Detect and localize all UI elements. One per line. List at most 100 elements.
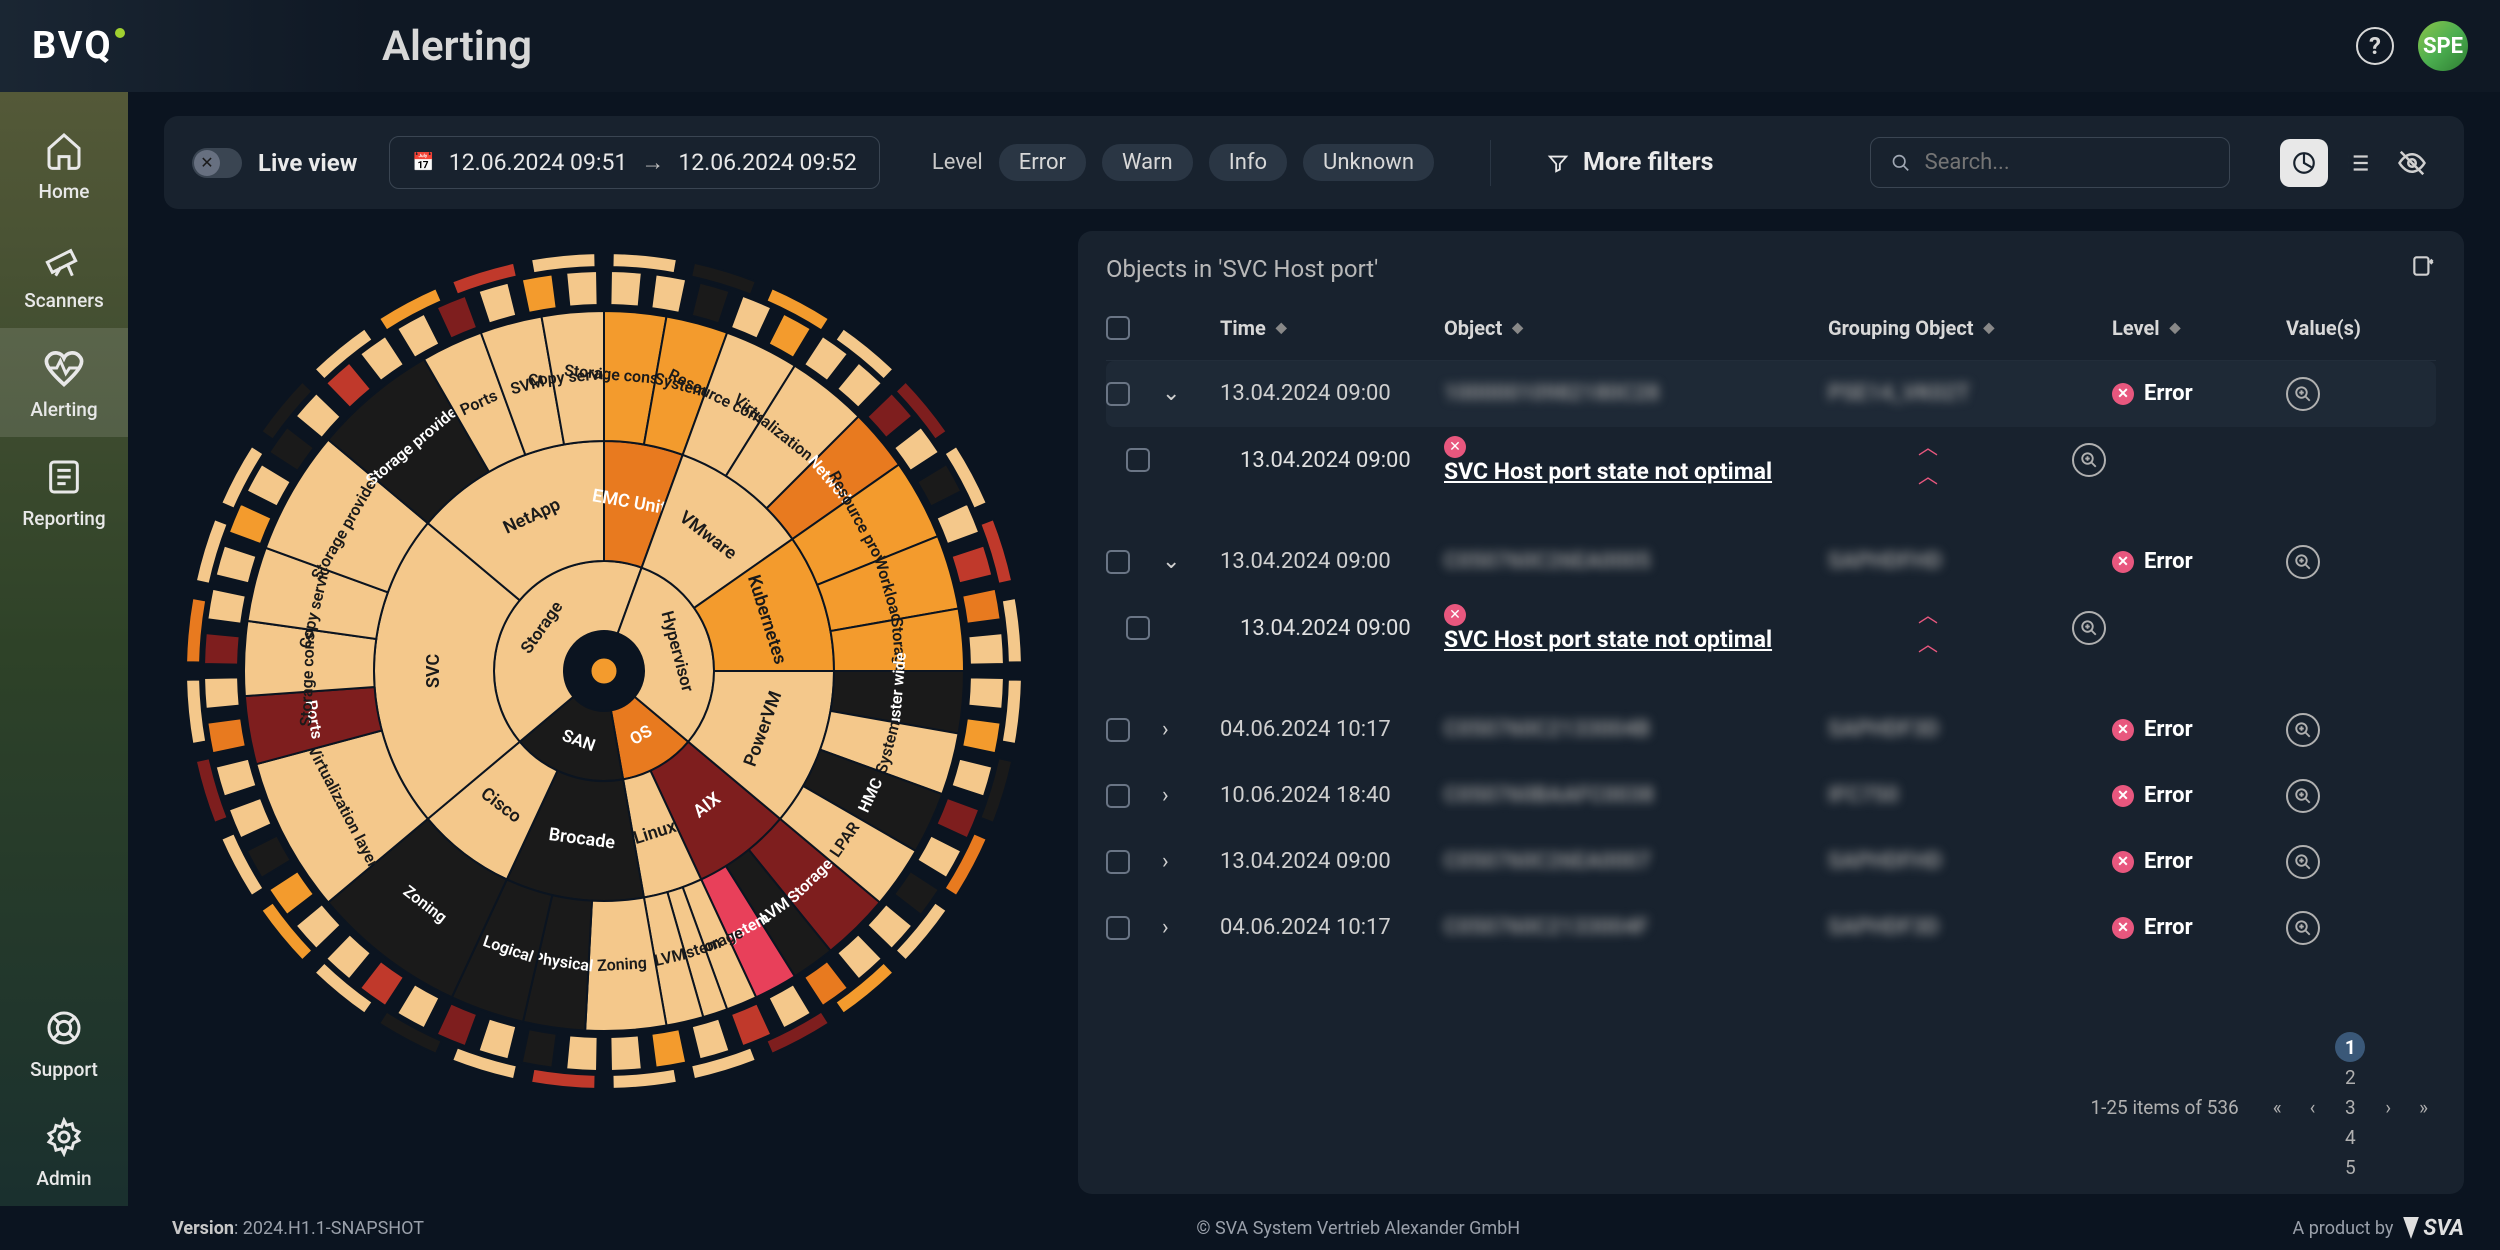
col-object[interactable]: Object◆	[1444, 316, 1824, 340]
cell-time: 10.06.2024 18:40	[1220, 783, 1440, 808]
col-time[interactable]: Time◆	[1220, 316, 1440, 340]
view-chart-button[interactable]	[2280, 139, 2328, 187]
row-checkbox[interactable]	[1106, 784, 1130, 808]
sidebar-item-label: Reporting	[22, 507, 105, 530]
cell-group: IFC750	[1828, 783, 2108, 808]
table-title: Objects in 'SVC Host port'	[1106, 255, 1378, 283]
export-icon[interactable]	[2410, 253, 2436, 285]
zoom-icon[interactable]	[2286, 911, 2320, 945]
chevron-down-icon[interactable]: ⌄	[1162, 549, 1180, 574]
row-checkbox[interactable]	[1106, 850, 1130, 874]
zoom-icon[interactable]	[2072, 443, 2106, 477]
zoom-icon[interactable]	[2286, 713, 2320, 747]
cell-group: SAPHDF3D	[1828, 717, 2108, 742]
level-pill-info[interactable]: Info	[1209, 144, 1287, 181]
logo: BVQ	[32, 24, 125, 68]
row-checkbox[interactable]	[1126, 448, 1150, 472]
alerts-grid: Time◆ Object◆ Grouping Object◆ Level◆ Va…	[1106, 295, 2436, 1022]
sidebar-item-home[interactable]: Home	[0, 110, 128, 219]
table-row[interactable]: › 04.06.2024 10:17 C050760C2133004F SAPH…	[1106, 895, 2436, 961]
chevron-down-icon[interactable]: ⌄	[1162, 381, 1180, 406]
table-row[interactable]: › 10.06.2024 18:40 C050760BAAFC0038 IFC7…	[1106, 763, 2436, 829]
cell-time: 04.06.2024 10:17	[1220, 915, 1440, 940]
view-hidden-button[interactable]	[2388, 139, 2436, 187]
live-view-toggle[interactable]: ✕	[192, 148, 242, 178]
sidebar-item-alerting[interactable]: Alerting	[0, 328, 128, 437]
pagination: 1-25 items of 536 « ‹ 12345 › »	[1106, 1022, 2436, 1182]
sva-logo: SVA	[2403, 1216, 2464, 1241]
filter-icon	[1547, 152, 1569, 174]
row-checkbox[interactable]	[1106, 718, 1130, 742]
table-row[interactable]: › 04.06.2024 10:17 C050760C2133004B SAPH…	[1106, 697, 2436, 763]
sidebar-item-label: Scanners	[24, 289, 104, 312]
page-last[interactable]: »	[2411, 1092, 2436, 1123]
avatar[interactable]: SPE	[2418, 21, 2468, 71]
cell-time: 04.06.2024 10:17	[1220, 717, 1440, 742]
cell-link: ✕SVC Host port state not optimal	[1444, 436, 1914, 485]
telescope-icon	[42, 237, 86, 281]
page-number[interactable]: 4	[2335, 1122, 2365, 1152]
svg-text:Zoning: Zoning	[597, 953, 648, 975]
cell-time: 13.04.2024 09:00	[1240, 448, 1440, 473]
page-number[interactable]: 5	[2335, 1152, 2365, 1182]
date-range-picker[interactable]: 📅 12.06.2024 09:51 → 12.06.2024 09:52	[389, 136, 879, 189]
zoom-icon[interactable]	[2286, 779, 2320, 813]
page-number[interactable]: 2	[2335, 1062, 2365, 1092]
alert-link[interactable]: SVC Host port state not optimal	[1444, 626, 1772, 653]
zoom-icon[interactable]	[2286, 845, 2320, 879]
live-view-label: Live view	[258, 149, 357, 177]
zoom-icon[interactable]	[2286, 545, 2320, 579]
sunburst-chart[interactable]: OSSANStorageHypervisorAIXLinuxBrocadeCis…	[164, 231, 1044, 1194]
page-next[interactable]: ›	[2377, 1092, 2399, 1123]
sidebar-item-reporting[interactable]: Reporting	[0, 437, 128, 546]
cell-object: C050760C26EA0005	[1444, 549, 1824, 574]
col-grouping[interactable]: Grouping Object◆	[1828, 316, 2108, 340]
priority-up-icon: ︿︿	[1918, 603, 1934, 656]
date-to: 12.06.2024 09:52	[678, 149, 857, 176]
page-summary: 1-25 items of 536	[2090, 1096, 2238, 1119]
sidebar-item-label: Admin	[36, 1167, 91, 1190]
page-number[interactable]: 3	[2335, 1092, 2365, 1122]
cell-level: ✕Error	[2112, 549, 2282, 574]
zoom-icon[interactable]	[2286, 377, 2320, 411]
table-row[interactable]: ⌄ 13.04.2024 09:00 C050760C26EA0005 SAPH…	[1106, 529, 2436, 595]
sidebar-item-admin[interactable]: Admin	[0, 1097, 128, 1206]
level-pill-warn[interactable]: Warn	[1102, 144, 1193, 181]
help-icon[interactable]: ?	[2356, 27, 2394, 65]
zoom-icon[interactable]	[2072, 611, 2106, 645]
page-first[interactable]: «	[2265, 1092, 2290, 1123]
checkbox-all[interactable]	[1106, 316, 1130, 340]
page-prev[interactable]: ‹	[2302, 1092, 2324, 1123]
level-pill-error[interactable]: Error	[999, 144, 1086, 181]
chevron-right-icon[interactable]: ›	[1162, 717, 1169, 742]
chevron-right-icon[interactable]: ›	[1162, 849, 1169, 874]
cell-level: ✕Error	[2112, 915, 2282, 940]
sidebar-item-scanners[interactable]: Scanners	[0, 219, 128, 328]
chevron-right-icon[interactable]: ›	[1162, 915, 1169, 940]
row-checkbox[interactable]	[1106, 550, 1130, 574]
chevron-right-icon[interactable]: ›	[1162, 783, 1169, 808]
table-row[interactable]: ⌄ 13.04.2024 09:00 10000010982180C28 PSE…	[1106, 361, 2436, 427]
search-box[interactable]	[1870, 137, 2230, 188]
col-level[interactable]: Level◆	[2112, 316, 2282, 340]
report-icon	[42, 455, 86, 499]
cell-object: C050760C2133004B	[1444, 717, 1824, 742]
view-list-button[interactable]	[2334, 139, 2382, 187]
row-checkbox[interactable]	[1126, 616, 1150, 640]
more-filters-button[interactable]: More filters	[1547, 148, 1713, 177]
cell-time: 13.04.2024 09:00	[1220, 381, 1440, 406]
page-number[interactable]: 1	[2335, 1032, 2365, 1062]
row-checkbox[interactable]	[1106, 382, 1130, 406]
level-pill-unknown[interactable]: Unknown	[1303, 144, 1434, 181]
sidebar-item-support[interactable]: Support	[0, 988, 128, 1097]
alert-link[interactable]: SVC Host port state not optimal	[1444, 458, 1772, 485]
cell-time: 13.04.2024 09:00	[1240, 616, 1440, 641]
row-checkbox[interactable]	[1106, 916, 1130, 940]
search-input[interactable]	[1925, 150, 2209, 175]
sidebar-item-label: Alerting	[30, 398, 97, 421]
cell-level: ✕Error	[2112, 849, 2282, 874]
heartbeat-icon	[42, 346, 86, 390]
cell-link: ✕SVC Host port state not optimal	[1444, 604, 1914, 653]
cell-group: SAPHDF3D	[1828, 915, 2108, 940]
table-row[interactable]: › 13.04.2024 09:00 C050760C26EA0007 SAPH…	[1106, 829, 2436, 895]
